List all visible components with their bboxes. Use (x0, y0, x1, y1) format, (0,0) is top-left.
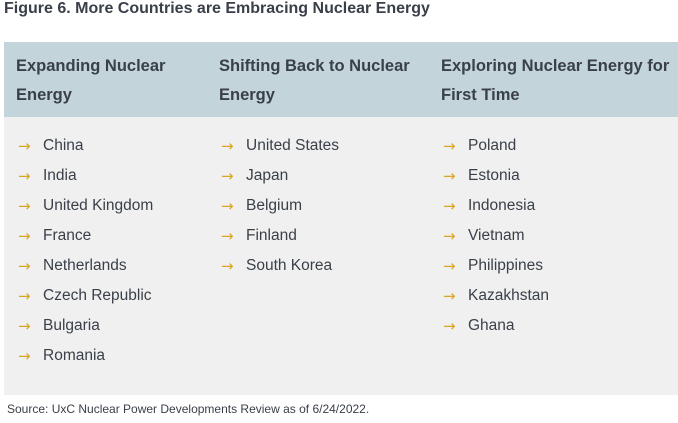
country-name: Indonesia (468, 197, 536, 214)
arrow-right-icon: → (443, 287, 456, 305)
list-item: → Vietnam (443, 224, 549, 254)
source-note: Source: UxC Nuclear Power Developments R… (7, 402, 370, 416)
country-name: Poland (468, 137, 517, 154)
column-header-shifting-back: Shifting Back to Nuclear Energy (219, 57, 410, 104)
arrow-right-icon: → (221, 167, 234, 185)
country-name: South Korea (246, 257, 333, 274)
exploring-country-list: → Poland → Estonia → Indonesia → Vietnam → Philip… (443, 134, 549, 344)
list-item: → Czech Republic (18, 284, 153, 314)
country-name: Philippines (468, 257, 543, 274)
list-item: → Ghana (443, 314, 549, 344)
arrow-right-icon: → (221, 257, 234, 275)
list-item: → United States (221, 134, 339, 164)
country-name: Bulgaria (43, 317, 100, 334)
arrow-right-icon: → (221, 227, 234, 245)
country-name: Estonia (468, 167, 520, 184)
list-item: → Estonia (443, 164, 549, 194)
country-name: Finland (246, 227, 297, 244)
country-name: France (43, 227, 92, 244)
column-header-expanding: Expanding Nuclear Energy (16, 57, 166, 104)
country-name: Ghana (468, 317, 515, 334)
arrow-right-icon: → (443, 317, 456, 335)
arrow-right-icon: → (221, 197, 234, 215)
country-name: United Kingdom (43, 197, 154, 214)
list-item: → United Kingdom (18, 194, 153, 224)
list-item: → Kazakhstan (443, 284, 549, 314)
arrow-right-icon: → (18, 197, 31, 215)
arrow-right-icon: → (443, 197, 456, 215)
country-name: Kazakhstan (468, 287, 549, 304)
list-item: → Japan (221, 164, 339, 194)
country-name: Vietnam (468, 227, 525, 244)
list-item: → Philippines (443, 254, 549, 284)
arrow-right-icon: → (18, 347, 31, 365)
list-item: → South Korea (221, 254, 339, 284)
list-item: → Indonesia (443, 194, 549, 224)
arrow-right-icon: → (221, 137, 234, 155)
list-item: → Finland (221, 224, 339, 254)
arrow-right-icon: → (18, 137, 31, 155)
arrow-right-icon: → (18, 227, 31, 245)
list-item: → France (18, 224, 153, 254)
list-item: → Romania (18, 344, 153, 374)
country-name: United States (246, 137, 340, 154)
arrow-right-icon: → (18, 287, 31, 305)
shifting-back-country-list: → United States → Japan → Belgium → Finland → Sou… (221, 134, 339, 284)
arrow-right-icon: → (18, 317, 31, 335)
countries-table: Expanding Nuclear Energy Shifting Back t… (4, 42, 678, 395)
list-item: → Bulgaria (18, 314, 153, 344)
list-item: → China (18, 134, 153, 164)
country-name: Romania (43, 347, 106, 364)
list-item: → Netherlands (18, 254, 153, 284)
country-name: India (43, 167, 77, 184)
country-name: Netherlands (43, 257, 127, 274)
figure-title: Figure 6. More Countries are Embracing N… (4, 0, 430, 17)
list-item: → Belgium (221, 194, 339, 224)
arrow-right-icon: → (443, 137, 456, 155)
column-header-exploring: Exploring Nuclear Energy for First Time (441, 57, 670, 104)
list-item: → Poland (443, 134, 549, 164)
arrow-right-icon: → (18, 257, 31, 275)
arrow-right-icon: → (443, 167, 456, 185)
arrow-right-icon: → (18, 167, 31, 185)
expanding-country-list: → China → India → United Kingdom → France → Nethe… (18, 134, 153, 374)
list-item: → India (18, 164, 153, 194)
country-name: Japan (246, 167, 289, 184)
country-name: China (43, 137, 84, 154)
arrow-right-icon: → (443, 257, 456, 275)
country-name: Belgium (246, 197, 302, 214)
country-name: Czech Republic (43, 287, 152, 304)
table-header: Expanding Nuclear Energy Shifting Back t… (4, 42, 678, 117)
arrow-right-icon: → (443, 227, 456, 245)
